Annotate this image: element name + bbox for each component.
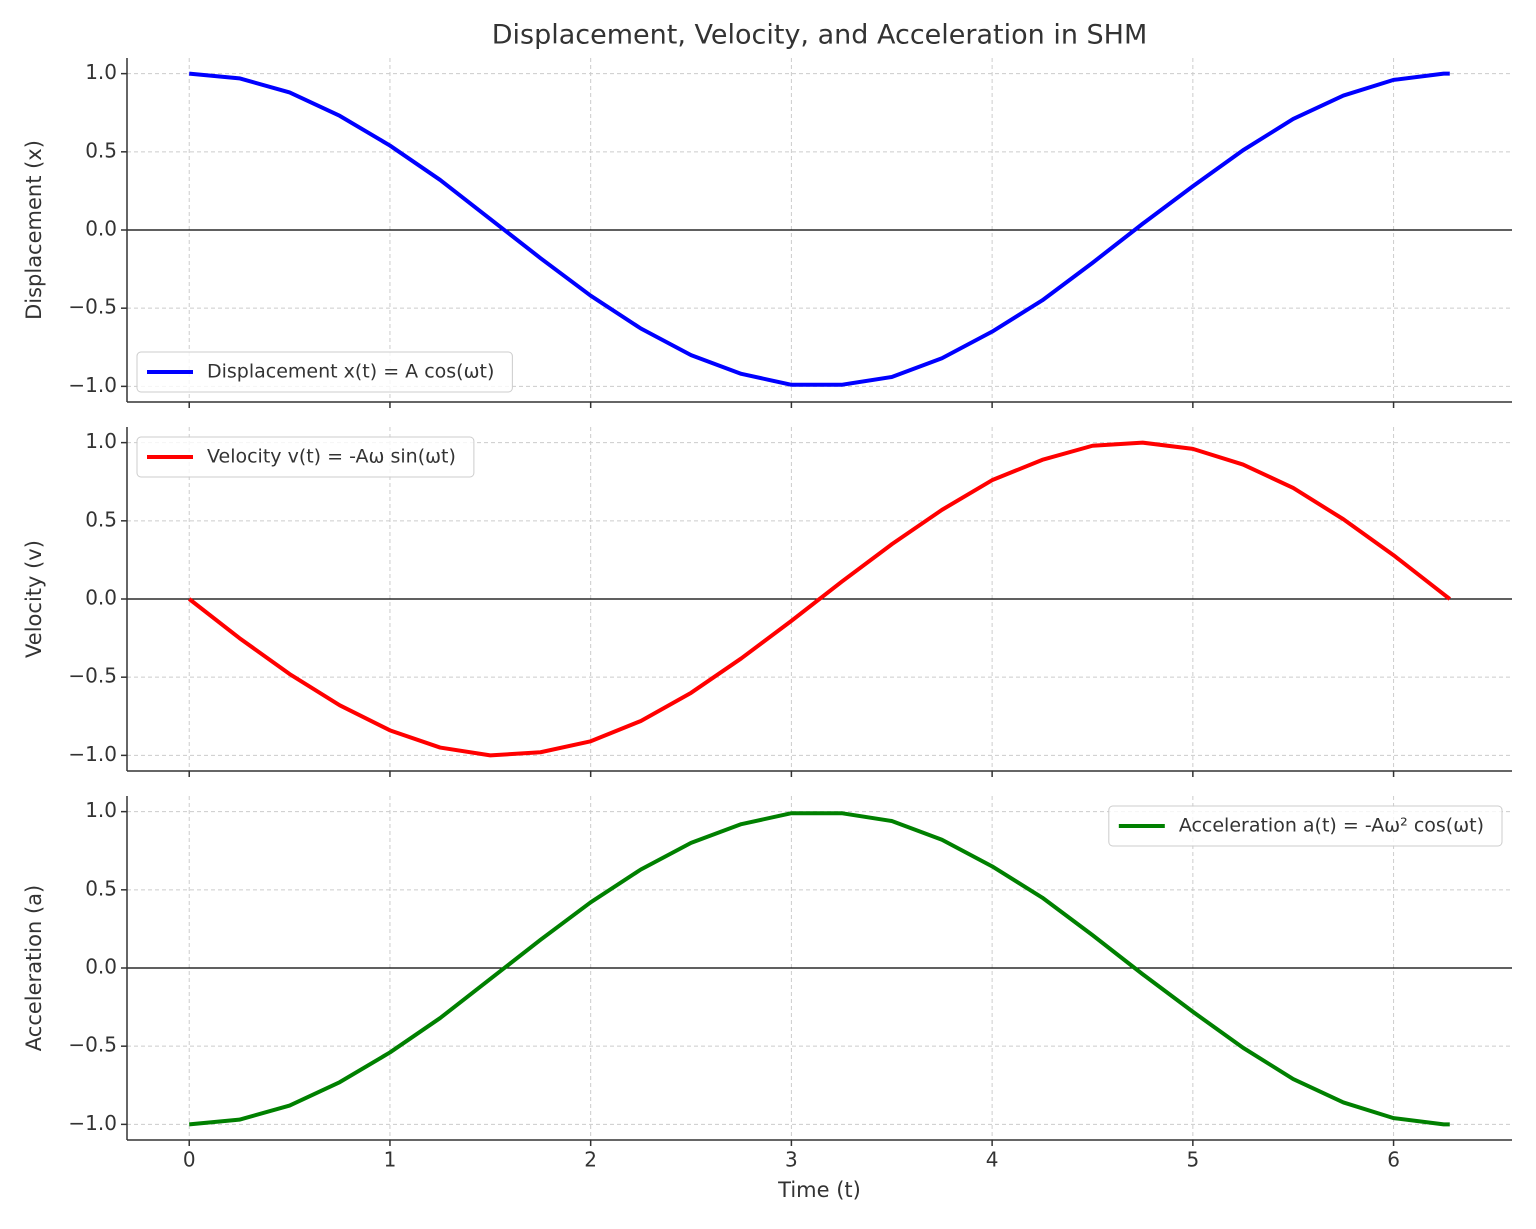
x-tick-label: 4 xyxy=(986,1148,999,1172)
y-tick-label: −0.5 xyxy=(68,1033,117,1057)
legend-label: Acceleration a(t) = -Aω² cos(ωt) xyxy=(1179,815,1484,837)
y-tick-label: −0.5 xyxy=(68,295,117,319)
data-line xyxy=(189,71,1450,387)
y-tick-label: 0.0 xyxy=(85,586,117,610)
y-tick-label: −1.0 xyxy=(68,373,117,397)
x-tick-label: 3 xyxy=(785,1148,798,1172)
y-tick-label: 0.5 xyxy=(85,138,117,162)
y-tick-label: −1.0 xyxy=(68,1111,117,1135)
x-tick-label: 6 xyxy=(1387,1148,1400,1172)
legend: Velocity v(t) = -Aω sin(ωt) xyxy=(136,436,475,478)
y-tick-label: 1.0 xyxy=(85,60,117,84)
x-axis-label: Time (t) xyxy=(777,1178,861,1202)
x-tick-label: 1 xyxy=(384,1148,397,1172)
x-tick-label: 0 xyxy=(183,1148,196,1172)
y-tick-label: 0.0 xyxy=(85,955,117,979)
legend-label: Displacement x(t) = A cos(ωt) xyxy=(207,361,494,383)
chart-title: Displacement, Velocity, and Acceleration… xyxy=(492,20,1148,51)
y-tick-label: −1.0 xyxy=(68,742,117,766)
y-axis-label: Acceleration (a) xyxy=(22,885,46,1051)
legend-label: Velocity v(t) = -Aω sin(ωt) xyxy=(207,446,456,468)
data-line xyxy=(187,440,1452,758)
legend: Acceleration a(t) = -Aω² cos(ωt) xyxy=(1108,805,1503,847)
x-tick-label: 5 xyxy=(1186,1148,1199,1172)
y-tick-label: −0.5 xyxy=(68,664,117,688)
y-axis-label: Velocity (v) xyxy=(22,540,46,658)
y-tick-label: 1.0 xyxy=(85,798,117,822)
y-axis-label: Displacement (x) xyxy=(22,140,46,320)
legend-box xyxy=(136,351,513,393)
legend-box xyxy=(1108,805,1503,847)
legend-box xyxy=(136,436,475,478)
y-tick-label: 0.0 xyxy=(85,217,117,241)
y-tick-label: 0.5 xyxy=(85,507,117,531)
y-tick-label: 0.5 xyxy=(85,876,117,900)
data-line xyxy=(189,811,1450,1127)
x-tick-label: 2 xyxy=(584,1148,597,1172)
legend: Displacement x(t) = A cos(ωt) xyxy=(136,351,513,393)
y-tick-label: 1.0 xyxy=(85,429,117,453)
